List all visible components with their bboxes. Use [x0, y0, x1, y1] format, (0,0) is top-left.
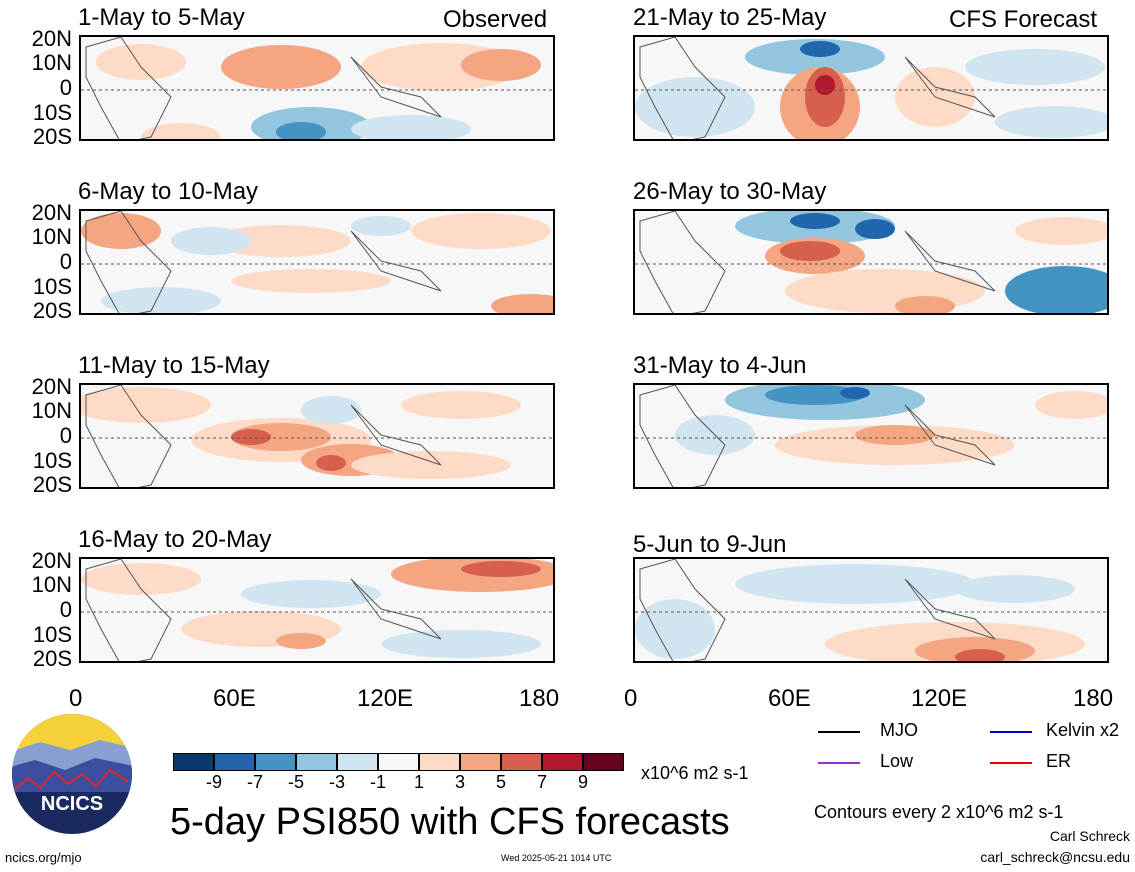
lon-label: 60E [768, 685, 811, 712]
lon-label: 120E [357, 685, 414, 712]
lon-label: 0 [69, 685, 83, 712]
author: Carl Schreck [1049, 828, 1130, 844]
panel-title: 6-May to 10-May [78, 178, 259, 205]
legend-er-label: ER [1046, 751, 1072, 771]
map-panel-4 [79, 557, 555, 663]
colorbar-swatch [460, 753, 501, 771]
lat-label: 10S [32, 100, 72, 125]
lat-label: 0 [59, 423, 72, 448]
map-panel-5 [633, 35, 1109, 141]
lat-label: 10N [31, 224, 72, 249]
map-panel-3 [79, 383, 555, 489]
panel-title: 31-May to 4-Jun [633, 352, 807, 379]
panel-title: 1-May to 5-May [78, 4, 245, 31]
legend-low-line [818, 762, 860, 764]
colorbar-label: 7 [536, 772, 547, 792]
lat-label: 20N [31, 374, 72, 399]
lon-label: 60E [213, 685, 256, 712]
legend-mjo-label: MJO [880, 720, 918, 740]
panel-title: 21-May to 25-May [633, 4, 827, 31]
colorbar-swatch [542, 753, 583, 771]
lat-label: 10N [31, 50, 72, 75]
legend-kelvin-label: Kelvin x2 [1046, 720, 1120, 740]
colorbar-units: x10^6 m2 s-1 [641, 763, 749, 783]
site-link[interactable]: ncics.org/mjo [5, 850, 82, 865]
colorbar-label: 5 [495, 772, 506, 792]
lat-label: 20S [32, 472, 72, 497]
ncics-logo: NCICS [10, 712, 134, 836]
colorbar-label: -1 [369, 772, 386, 792]
colorbar-swatch [337, 753, 378, 771]
lon-label: 180 [1073, 685, 1114, 712]
lat-label: 10N [31, 398, 72, 423]
legend-mjo-line [818, 731, 860, 733]
lat-label: 10S [32, 448, 72, 473]
colorbar-label: -5 [287, 772, 304, 792]
map-panel-6 [633, 209, 1109, 315]
lat-label: 20S [32, 124, 72, 149]
colorbar-swatch [501, 753, 542, 771]
colorbar-swatch [296, 753, 337, 771]
lon-label: 0 [624, 685, 638, 712]
forecast-label: CFS Forecast [949, 6, 1098, 33]
colorbar-swatch [173, 753, 214, 771]
timestamp: Wed 2025-05-21 1014 UTC [501, 853, 612, 863]
panel-title: 5-Jun to 9-Jun [633, 531, 787, 558]
lat-label: 0 [59, 75, 72, 100]
colorbar-label: 1 [413, 772, 424, 792]
legend-kelvin-line [990, 731, 1032, 733]
map-panel-8 [633, 557, 1109, 663]
map-panel-1 [79, 35, 555, 141]
colorbar-swatch [419, 753, 460, 771]
map-panel-2 [79, 209, 555, 315]
lon-label: 120E [911, 685, 968, 712]
colorbar-label: -7 [246, 772, 263, 792]
lat-label: 10S [32, 274, 72, 299]
panel-title: 26-May to 30-May [633, 178, 827, 205]
colorbar-label: -3 [328, 772, 345, 792]
panel-title: 16-May to 20-May [78, 526, 272, 553]
colorbar-swatch [214, 753, 255, 771]
main-title: 5-day PSI850 with CFS forecasts [170, 801, 730, 843]
lat-label: 20N [31, 548, 72, 573]
contour-note: Contours every 2 x10^6 m2 s-1 [814, 802, 1064, 822]
colorbar-label: -9 [205, 772, 222, 792]
legend-er-line [990, 762, 1032, 764]
email: carl_schreck@ncsu.edu [980, 849, 1130, 865]
lat-label: 10S [32, 622, 72, 647]
lat-label: 0 [59, 597, 72, 622]
lat-label: 10N [31, 572, 72, 597]
lat-label: 20S [32, 298, 72, 323]
colorbar-swatch [583, 753, 624, 771]
colorbar-swatch [378, 753, 419, 771]
colorbar-label: 9 [577, 772, 588, 792]
legend-low-label: Low [880, 751, 914, 771]
logo-text: NCICS [41, 793, 103, 815]
colorbar-swatch [255, 753, 296, 771]
map-panel-7 [633, 383, 1109, 489]
lon-label: 180 [519, 685, 560, 712]
panel-title: 11-May to 15-May [78, 352, 270, 379]
lat-label: 20S [32, 646, 72, 671]
lat-label: 20N [31, 200, 72, 225]
lat-label: 0 [59, 249, 72, 274]
observed-label: Observed [443, 6, 548, 33]
lat-label: 20N [31, 26, 72, 51]
colorbar-label: 3 [454, 772, 465, 792]
